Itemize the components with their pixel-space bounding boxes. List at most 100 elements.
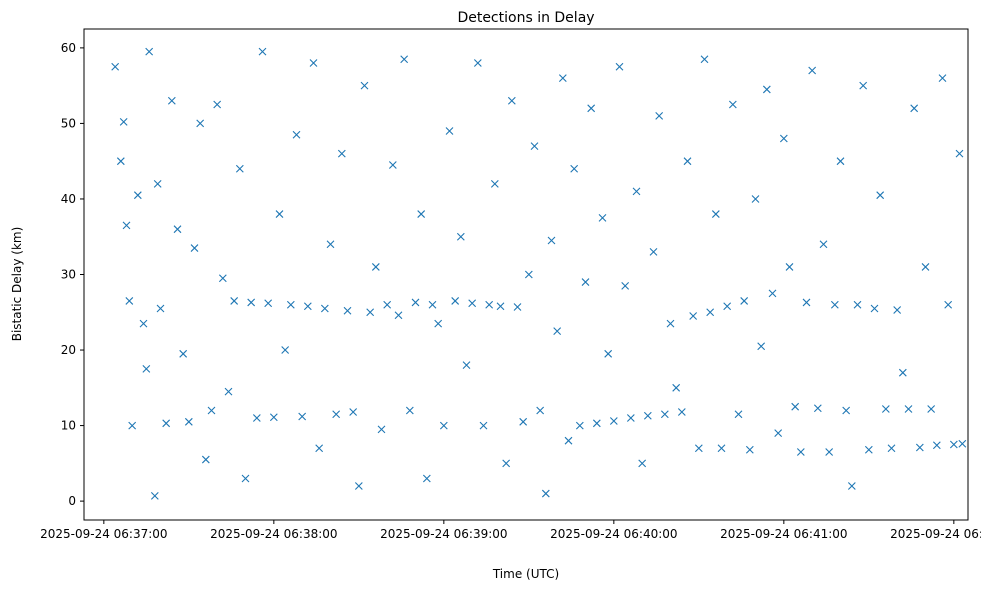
data-point bbox=[638, 459, 647, 468]
data-point bbox=[153, 179, 162, 188]
x-tick-label-5: 2025-09-24 06:42:00 bbox=[890, 527, 981, 541]
data-point bbox=[836, 157, 845, 166]
data-point bbox=[179, 349, 188, 358]
data-point bbox=[757, 342, 766, 351]
data-point bbox=[938, 74, 947, 82]
data-points bbox=[111, 47, 967, 500]
data-point bbox=[479, 421, 488, 430]
chart-title: Detections in Delay bbox=[457, 10, 594, 26]
data-point bbox=[383, 300, 392, 309]
data-point bbox=[111, 62, 120, 71]
data-point bbox=[235, 164, 244, 173]
data-point bbox=[281, 346, 290, 354]
y-axis-ticks: 0 10 20 30 40 50 60 bbox=[61, 41, 84, 508]
data-point bbox=[462, 361, 471, 370]
data-point bbox=[734, 410, 743, 419]
data-point bbox=[207, 406, 216, 415]
data-point bbox=[343, 306, 352, 315]
data-point bbox=[513, 303, 522, 311]
data-point bbox=[921, 263, 930, 271]
data-point bbox=[519, 417, 528, 426]
data-point bbox=[683, 157, 692, 166]
data-point bbox=[626, 414, 635, 422]
data-point bbox=[190, 244, 199, 252]
data-point bbox=[224, 387, 233, 396]
x-tick-label-2: 2025-09-24 06:39:00 bbox=[380, 527, 507, 541]
data-point bbox=[230, 297, 239, 305]
data-point bbox=[196, 119, 205, 128]
data-point bbox=[592, 419, 601, 428]
data-point bbox=[468, 299, 477, 308]
y-tick-label-0: 0 bbox=[68, 494, 76, 508]
data-point bbox=[958, 439, 967, 448]
y-axis-label: Bistatic Delay (km) bbox=[10, 227, 24, 342]
data-point bbox=[660, 410, 669, 419]
data-point bbox=[405, 406, 414, 415]
data-point bbox=[632, 187, 641, 196]
data-point bbox=[904, 405, 913, 413]
x-axis-ticks: 2025-09-24 06:37:00 2025-09-24 06:38:00 20… bbox=[40, 520, 981, 541]
data-point bbox=[893, 306, 902, 314]
data-point bbox=[864, 445, 873, 454]
data-point bbox=[536, 406, 545, 415]
data-point bbox=[133, 191, 142, 200]
data-point bbox=[116, 157, 125, 166]
data-point bbox=[422, 474, 431, 483]
data-point bbox=[564, 436, 573, 445]
data-point bbox=[745, 445, 754, 454]
data-point bbox=[666, 319, 675, 328]
data-point bbox=[609, 417, 618, 425]
data-point bbox=[598, 213, 607, 222]
data-point bbox=[173, 225, 182, 234]
data-point bbox=[649, 247, 658, 256]
data-point bbox=[587, 104, 596, 113]
data-point bbox=[870, 304, 879, 313]
y-tick-label-4: 40 bbox=[61, 192, 76, 206]
data-point bbox=[785, 263, 794, 271]
data-point bbox=[927, 405, 936, 413]
data-point bbox=[541, 489, 550, 498]
data-point bbox=[751, 195, 760, 203]
data-point bbox=[417, 210, 426, 218]
data-point bbox=[859, 81, 868, 90]
data-point bbox=[819, 240, 828, 249]
data-point bbox=[292, 130, 301, 139]
data-point bbox=[774, 429, 783, 438]
data-point bbox=[286, 300, 295, 309]
data-point bbox=[615, 62, 624, 71]
data-point bbox=[145, 47, 154, 56]
data-point bbox=[502, 459, 511, 468]
data-point bbox=[558, 74, 567, 82]
data-point bbox=[898, 368, 907, 377]
data-point bbox=[315, 444, 324, 453]
data-point bbox=[201, 455, 210, 464]
y-tick-label-1: 10 bbox=[61, 419, 76, 433]
data-point bbox=[825, 448, 834, 456]
data-point bbox=[813, 404, 822, 413]
data-point bbox=[728, 100, 737, 109]
x-tick-label-0: 2025-09-24 06:37:00 bbox=[40, 527, 167, 541]
data-point bbox=[247, 298, 256, 307]
data-point bbox=[122, 221, 131, 230]
data-point bbox=[473, 59, 482, 67]
data-point bbox=[162, 419, 171, 428]
data-point bbox=[915, 443, 924, 452]
data-point bbox=[955, 149, 964, 158]
data-point bbox=[337, 149, 346, 158]
data-point bbox=[213, 100, 222, 109]
x-tick-label-4: 2025-09-24 06:41:00 bbox=[720, 527, 847, 541]
plot-area bbox=[84, 29, 968, 520]
data-point bbox=[677, 408, 686, 416]
data-point bbox=[717, 444, 726, 453]
data-point bbox=[694, 444, 703, 453]
data-point bbox=[326, 240, 335, 249]
x-tick-label-1: 2025-09-24 06:38:00 bbox=[210, 527, 337, 541]
data-point bbox=[881, 405, 890, 413]
data-point bbox=[184, 417, 193, 426]
data-point bbox=[530, 142, 539, 150]
data-point bbox=[524, 270, 533, 279]
data-point bbox=[411, 298, 420, 307]
data-point bbox=[689, 312, 698, 320]
data-point bbox=[570, 164, 579, 173]
data-point bbox=[842, 406, 851, 415]
